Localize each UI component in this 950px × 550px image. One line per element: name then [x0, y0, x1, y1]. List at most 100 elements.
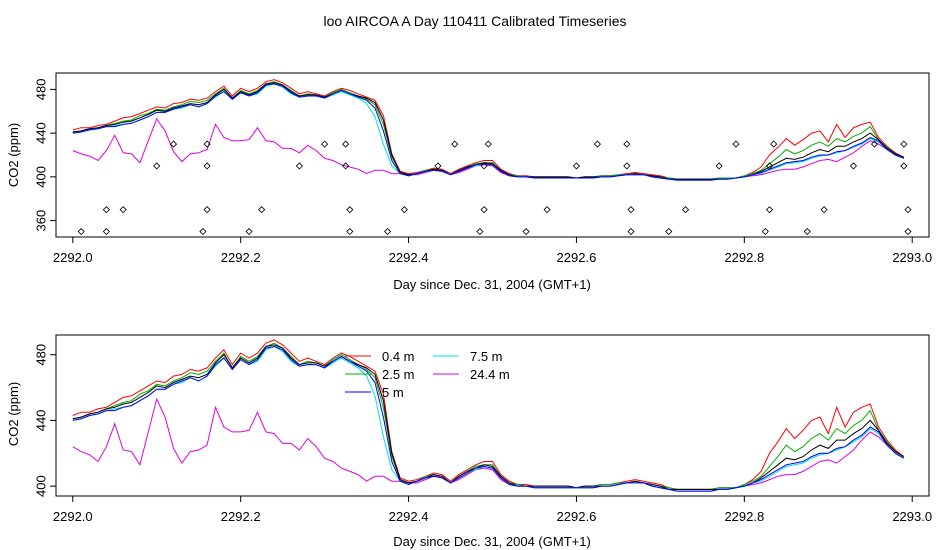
- bottom-x-axis-label: Day since Dec. 31, 2004 (GMT+1): [393, 534, 591, 549]
- legend: 0.4 m 2.5 m 5 m 7.5 m 24.4 m: [345, 349, 510, 400]
- y-tick-label: 440: [33, 122, 48, 144]
- series-line-24-4-m: [72, 117, 904, 181]
- x-tick-label: 2292.6: [557, 250, 597, 265]
- diamond-marker: [761, 227, 769, 236]
- x-tick-label: 2292.2: [221, 250, 261, 265]
- diamond-marker: [715, 162, 723, 170]
- legend-label: 5 m: [382, 385, 404, 400]
- diamond-marker: [572, 162, 581, 170]
- top-x-axis: 2292.0 2292.2 2292.4 2292.6 2292.8 2293.0: [53, 237, 932, 265]
- bottom-y-axis-label: CO2 (ppm): [6, 382, 21, 446]
- diamond-marker: [665, 227, 673, 236]
- bottom-panel-frame: [55, 334, 930, 497]
- diamond-marker: [476, 227, 484, 236]
- bottom-panel: 400 440 480 2292.0 2292.2 2292.4 2292.6 2292.8…: [6, 334, 932, 549]
- diamond-marker: [480, 162, 488, 170]
- diamond-marker: [904, 227, 912, 236]
- diamond-marker: [623, 140, 631, 148]
- diamond-marker: [342, 140, 350, 148]
- diamond-marker: [765, 162, 774, 170]
- x-tick-label: 2292.8: [724, 250, 764, 265]
- series-line-2-5-m: [72, 342, 905, 490]
- diamond-marker: [400, 206, 408, 214]
- legend-label: 24.4 m: [470, 367, 510, 382]
- legend-label: 2.5 m: [382, 367, 415, 382]
- top-diamond-markers: [77, 140, 912, 236]
- top-y-axis-label: CO2 (ppm): [6, 123, 21, 187]
- x-tick-label: 2292.2: [221, 509, 261, 524]
- diamond-marker: [102, 206, 110, 214]
- diamond-marker: [732, 140, 740, 148]
- diamond-marker: [623, 162, 631, 170]
- diamond-marker: [765, 206, 774, 214]
- top-y-axis: 360 400 440 480: [33, 79, 56, 232]
- diamond-marker: [199, 227, 207, 236]
- diamond-marker: [384, 227, 392, 236]
- x-tick-label: 2292.4: [389, 509, 429, 524]
- x-tick-label: 2292.8: [724, 509, 764, 524]
- diamond-marker: [484, 140, 492, 148]
- diamond-marker: [77, 227, 85, 236]
- top-panel-frame: [55, 72, 930, 238]
- y-tick-label: 480: [33, 344, 48, 366]
- diamond-marker: [258, 206, 266, 214]
- diamond-marker: [820, 206, 828, 214]
- legend-label: 7.5 m: [470, 349, 503, 364]
- diamond-marker: [682, 206, 690, 214]
- diamond-marker: [803, 227, 811, 236]
- y-tick-label: 480: [33, 79, 48, 101]
- x-tick-label: 2292.0: [53, 509, 93, 524]
- series-line-0-4-m: [72, 79, 905, 180]
- diamond-marker: [342, 162, 350, 170]
- series-line-0-4-m: [72, 339, 905, 490]
- x-tick-label: 2292.0: [53, 250, 93, 265]
- diamond-marker: [153, 162, 161, 170]
- diamond-marker: [522, 227, 530, 236]
- series-line-5-m-dark: [72, 344, 905, 490]
- series-line-5-m: [72, 345, 905, 492]
- diamond-marker: [169, 140, 178, 148]
- diamond-marker: [451, 140, 459, 148]
- diamond-marker: [203, 140, 211, 148]
- diamond-marker: [102, 227, 110, 236]
- x-tick-label: 2292.4: [389, 250, 429, 265]
- top-series-lines: [72, 79, 905, 181]
- series-line-5-m-dark: [72, 82, 904, 180]
- series-line-5-m: [72, 83, 904, 181]
- diamond-marker: [900, 140, 908, 148]
- diamond-marker: [770, 140, 778, 148]
- diamond-marker: [627, 206, 635, 214]
- diamond-marker: [904, 206, 912, 214]
- diamond-marker: [480, 206, 488, 214]
- series-line-24-4-m: [72, 397, 905, 492]
- diamond-marker: [543, 206, 551, 214]
- bottom-series-lines: [72, 339, 905, 492]
- y-tick-label: 360: [33, 210, 48, 232]
- x-tick-label: 2292.6: [557, 509, 597, 524]
- y-tick-label: 440: [33, 410, 48, 432]
- diamond-marker: [593, 140, 601, 148]
- diamond-marker: [870, 140, 879, 148]
- diamond-marker: [295, 162, 303, 170]
- x-tick-label: 2293.0: [892, 250, 932, 265]
- bottom-y-axis: 400 440 480: [33, 344, 56, 497]
- diamond-marker: [203, 206, 211, 214]
- bottom-x-axis: 2292.0 2292.2 2292.4 2292.6 2292.8 2293.0: [53, 496, 932, 524]
- diamond-marker: [434, 162, 442, 170]
- y-tick-label: 400: [33, 475, 48, 497]
- diamond-marker: [900, 162, 908, 170]
- diamond-marker: [627, 227, 635, 236]
- chart-title: loo AIRCOA A Day 110411 Calibrated Times…: [324, 13, 627, 29]
- top-x-axis-label: Day since Dec. 31, 2004 (GMT+1): [393, 277, 591, 292]
- legend-label: 0.4 m: [382, 349, 415, 364]
- diamond-marker: [203, 162, 211, 170]
- diamond-marker: [321, 140, 329, 148]
- diamond-marker: [346, 227, 354, 236]
- diamond-marker: [346, 206, 354, 214]
- diamond-marker: [245, 227, 253, 236]
- diamond-marker: [119, 206, 127, 214]
- diamond-marker: [849, 162, 858, 170]
- x-tick-label: 2293.0: [892, 509, 932, 524]
